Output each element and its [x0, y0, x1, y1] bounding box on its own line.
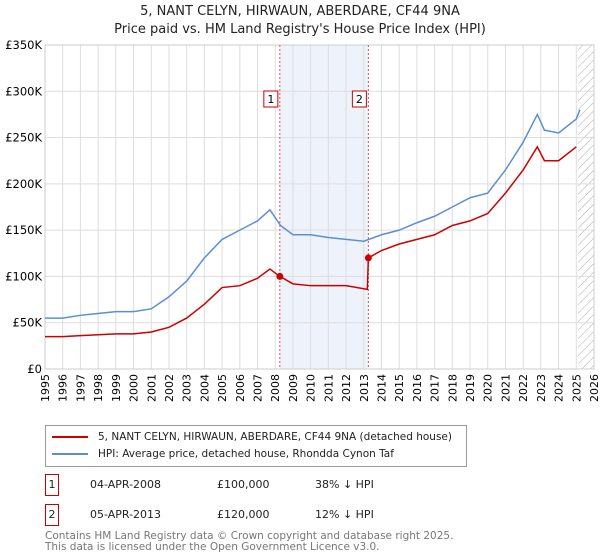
x-tick-label: 2003 — [181, 374, 194, 402]
chart-title: 5, NANT CELYN, HIRWAUN, ABERDARE, CF44 9… — [140, 4, 460, 19]
x-tick-label: 2018 — [446, 374, 459, 402]
x-tick-label: 2017 — [429, 374, 442, 402]
x-tick-label: 2014 — [375, 374, 388, 402]
x-tick-label: 2022 — [517, 374, 530, 402]
series-line-property — [45, 145, 577, 338]
x-tick-label: 1998 — [92, 374, 105, 402]
y-tick-label: £0 — [27, 362, 42, 376]
footer-line: Contains HM Land Registry data © Crown c… — [45, 530, 454, 542]
x-tick-label: 2019 — [464, 374, 477, 402]
series-line-hpi — [45, 109, 581, 319]
chart-subtitle: Price paid vs. HM Land Registry's House … — [114, 22, 486, 37]
x-tick-label: 2004 — [198, 374, 211, 402]
x-tick-label: 2009 — [287, 374, 300, 402]
x-tick-label: 2008 — [269, 374, 282, 402]
x-tick-label: 2024 — [553, 374, 566, 402]
sale-label-box — [351, 90, 367, 108]
y-tick-label: £350K — [5, 38, 42, 52]
x-tick-label: 2006 — [234, 374, 247, 402]
y-tick-label: £300K — [5, 84, 42, 98]
y-tick-label: £50K — [13, 316, 43, 330]
y-tick-label: £200K — [5, 177, 42, 191]
sale-date: 04-APR-2008 — [90, 478, 162, 491]
sale-price: £100,000 — [217, 478, 270, 491]
legend-label-hpi: HPI: Average price, detached house, Rhon… — [98, 448, 394, 460]
footer-line: This data is licensed under the Open Gov… — [45, 541, 380, 553]
plot-border — [44, 44, 595, 370]
sale-marker-box: 1 — [45, 474, 59, 496]
footer: Contains HM Land Registry data © Crown c… — [45, 531, 453, 553]
x-tick-label: 2026 — [588, 374, 600, 402]
x-tick-label: 2010 — [305, 374, 318, 402]
legend-swatch-red — [52, 436, 88, 438]
sale-label-box — [263, 90, 279, 108]
x-tick-label: 2001 — [145, 374, 158, 402]
legend-label-property: 5, NANT CELYN, HIRWAUN, ABERDARE, CF44 9… — [98, 431, 452, 443]
x-tick-label: 2015 — [393, 374, 406, 402]
x-tick-label: 2012 — [340, 374, 353, 402]
x-tick-label: 2000 — [128, 374, 141, 402]
legend: 5, NANT CELYN, HIRWAUN, ABERDARE, CF44 9… — [45, 425, 467, 467]
x-tick-label: 2011 — [322, 374, 335, 402]
x-tick-label: 2025 — [570, 374, 583, 402]
sale-marker-box: 2 — [45, 504, 59, 526]
x-tick-label: 2016 — [411, 374, 424, 402]
x-tick-label: 2002 — [163, 374, 176, 402]
sale-row: 2 05-APR-2013 £120,000 12% ↓ HPI — [45, 504, 445, 526]
sale-label: 1 — [267, 93, 274, 106]
y-tick-label: £250K — [5, 131, 42, 145]
sale-price: £120,000 — [217, 508, 270, 521]
x-tick-label: 2023 — [535, 374, 548, 402]
x-tick-label: 1996 — [57, 374, 70, 402]
x-tick-label: 2020 — [482, 374, 495, 402]
sale-hpi-diff: 38% ↓ HPI — [315, 478, 374, 491]
sale-point — [276, 272, 284, 280]
sale-row: 1 04-APR-2008 £100,000 38% ↓ HPI — [45, 474, 445, 496]
sale-hpi-diff: 12% ↓ HPI — [315, 508, 374, 521]
x-tick-label: 2021 — [499, 374, 512, 402]
legend-swatch-blue — [52, 453, 88, 455]
sale-point — [364, 254, 372, 262]
y-tick-label: £100K — [5, 269, 42, 283]
sale-label: 2 — [356, 93, 363, 106]
x-tick-label: 1997 — [74, 374, 87, 402]
x-tick-label: 2013 — [358, 374, 371, 402]
price-chart: 1995 1996 1997 1998 1999 2000 2001 2002 2003 2004… — [5, 38, 600, 402]
x-tick-label: 1995 — [39, 374, 52, 402]
y-tick-label: £150K — [5, 223, 42, 237]
x-tick-label: 1999 — [110, 374, 123, 402]
x-tick-label: 2007 — [252, 374, 265, 402]
x-tick-label: 2005 — [216, 374, 229, 402]
forecast-hatch — [578, 45, 594, 369]
sale-date: 05-APR-2013 — [90, 508, 162, 521]
